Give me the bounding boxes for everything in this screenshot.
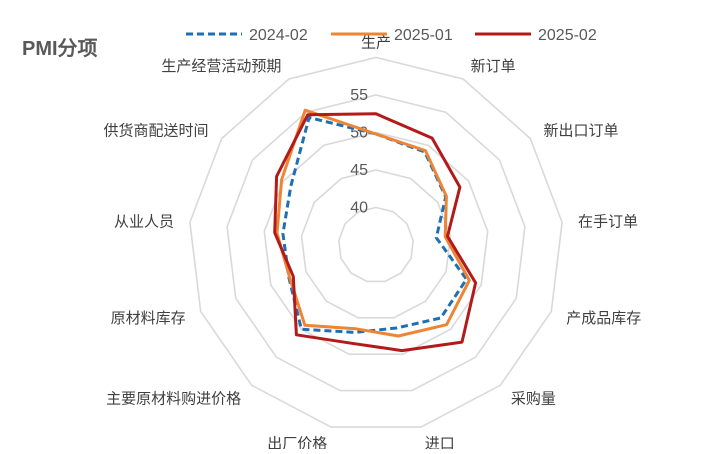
- category-label: 生产: [361, 35, 391, 52]
- series-line-2025-01: [275, 108, 471, 338]
- legend-label: 2025-01: [394, 27, 453, 44]
- category-label: 新订单: [471, 58, 516, 75]
- category-label: 采购量: [511, 390, 556, 407]
- radial-tick-label: 45: [350, 162, 368, 179]
- category-label: 进口: [425, 436, 455, 449]
- category-label: 出厂价格: [267, 436, 327, 449]
- grid-ring: [337, 206, 415, 283]
- grid-ring: [300, 169, 452, 319]
- grid-ring: [226, 94, 526, 392]
- category-label: 生产经营活动预期: [161, 58, 281, 75]
- series-line-2025-02: [273, 112, 478, 353]
- category-label: 新出口订单: [544, 122, 619, 139]
- legend-label: 2025-02: [538, 27, 597, 44]
- radar-grid: [189, 56, 563, 428]
- chart-title: PMI分项: [22, 38, 98, 60]
- radial-tick-label: 40: [350, 200, 368, 217]
- category-label: 原材料库存: [111, 310, 186, 327]
- category-label: 从业人员: [114, 214, 174, 231]
- series-line-2024-02: [281, 116, 468, 334]
- grid-ring: [263, 131, 489, 356]
- category-label: 产成品库存: [566, 310, 641, 327]
- category-label: 主要原材料购进价格: [106, 390, 241, 407]
- grid-ring: [189, 56, 563, 428]
- radial-tick-label: 55: [350, 87, 368, 104]
- category-label: 在手订单: [578, 214, 638, 231]
- legend-label: 2024-02: [249, 27, 308, 44]
- category-label: 供货商配送时间: [103, 122, 208, 139]
